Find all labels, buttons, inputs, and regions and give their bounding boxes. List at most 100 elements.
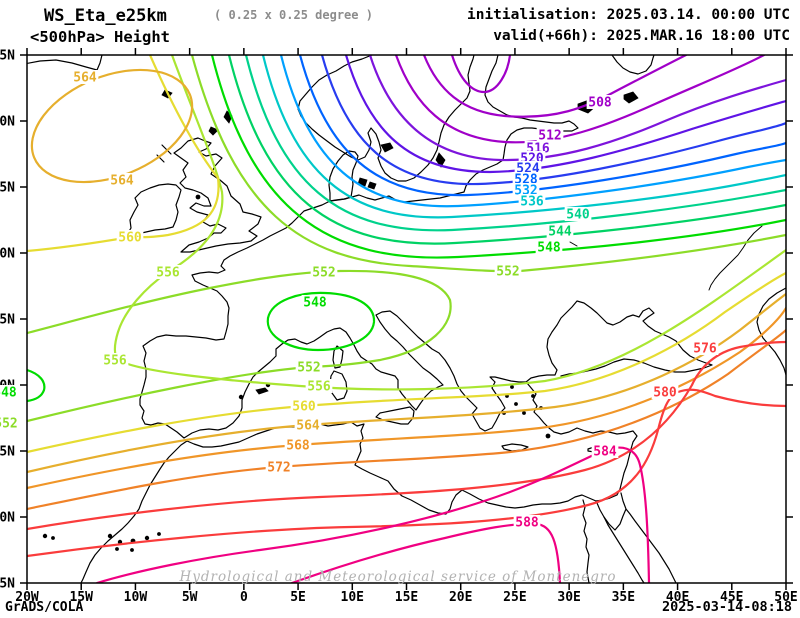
contour-588: [290, 522, 562, 583]
contour-568: [27, 306, 786, 490]
lat-tick-label: 45N: [0, 313, 15, 328]
contour-value-label: 572: [267, 461, 290, 476]
lon-tick-label: 40E: [666, 590, 689, 605]
contour-value-label: 564: [296, 419, 320, 434]
coast-scandinavia-west: [297, 55, 475, 182]
river-nile: [582, 499, 590, 583]
contour-value-label: 512: [538, 129, 561, 144]
contour-536: [261, 55, 786, 219]
red-sea-east: [603, 492, 677, 583]
island-hebrides: [156, 144, 172, 163]
island-sicily: [375, 406, 415, 425]
contour-value-label: 568: [286, 439, 310, 454]
contour-value-label: 552: [312, 266, 335, 281]
lon-tick-label: 15E: [395, 590, 418, 605]
coast-continent: [139, 200, 713, 439]
contour-value-label: 564: [110, 174, 134, 189]
contour-504: [450, 55, 512, 94]
contour-value-label: 552: [0, 417, 18, 432]
contour-value-label: 548: [537, 241, 561, 256]
contour-value-label: 580: [653, 386, 677, 401]
contour-544: [227, 55, 786, 245]
contour-548-west-blob: [27, 368, 46, 403]
contour-560-north: [27, 55, 220, 253]
contour-value-label: 576: [693, 342, 717, 357]
contour-524: [320, 55, 786, 186]
lon-tick-label: 20W: [15, 590, 39, 605]
lake-vanern: [380, 142, 394, 153]
contour-value-label: 544: [548, 225, 572, 240]
contour-value-label: 584: [593, 445, 617, 460]
island-sardinia: [329, 370, 348, 401]
lon-tick-label: 20E: [449, 590, 472, 605]
contour-516: [368, 55, 786, 162]
lon-tick-label: 5W: [182, 590, 198, 605]
danish-islands: [357, 177, 377, 190]
height-contours: [27, 55, 786, 583]
contour-520: [344, 55, 786, 174]
lon-tick-label: 10W: [124, 590, 148, 605]
lat-tick-label: 35N: [0, 445, 15, 460]
lat-tick-label: 25N: [0, 577, 15, 592]
contour-value-label: 548: [303, 296, 327, 311]
contour-labels: 5085125165205245285325365405445485525645…: [0, 70, 719, 531]
lon-tick-label: 30E: [557, 590, 580, 605]
coast-ireland: [127, 183, 182, 235]
contour-548-ne: [210, 55, 786, 259]
page-title: WS_Eta_e25km: [44, 6, 167, 26]
contour-value-label: 560: [292, 400, 316, 415]
lon-tick-label: 50E: [774, 590, 797, 605]
lake-onega: [623, 91, 639, 104]
contour-value-label: 560: [118, 231, 142, 246]
level-title: <500hPa> Height: [30, 28, 170, 46]
contour-value-label: 556: [156, 266, 180, 281]
lon-tick-label: 15W: [69, 590, 93, 605]
lon-tick-label: 5E: [290, 590, 306, 605]
isle-of-man: [195, 194, 201, 200]
coastlines: [27, 55, 786, 583]
contour-value-label: 536: [520, 195, 544, 210]
white-sea: [611, 55, 655, 75]
islands-canary-madeira: [42, 532, 161, 552]
valid-time: valid(+66h): 2025.MAR.16 18:00 UTC: [493, 28, 790, 44]
lat-tick-label: 50N: [0, 247, 15, 262]
init-time: initialisation: 2025.03.14. 00:00 UTC: [467, 7, 790, 23]
resolution-note: ( 0.25 x 0.25 degree ): [214, 8, 373, 22]
lat-tick-label: 65N: [0, 49, 15, 64]
lat-tick-label: 30N: [0, 511, 15, 526]
contour-580: [27, 388, 786, 558]
contour-552-genoa-wrap: [27, 269, 452, 423]
coast-iceland: [27, 55, 103, 71]
generated-timestamp: 2025-03-14-08:18: [662, 599, 792, 615]
grads-credit: GrADS/COLA: [5, 600, 83, 615]
contour-512: [394, 55, 766, 144]
contour-572: [27, 328, 786, 511]
contour-564-south: [27, 292, 786, 474]
contour-584: [95, 446, 651, 583]
contour-552-ne: [190, 55, 786, 273]
lon-tick-label: 0: [240, 590, 248, 605]
lon-tick-label: 35E: [612, 590, 635, 605]
contour-508: [422, 55, 688, 118]
lat-tick-label: 60N: [0, 115, 15, 130]
axis-ticks: [20, 48, 793, 590]
contour-value-label: 588: [515, 516, 539, 531]
contour-value-label: 556: [103, 354, 127, 369]
island-corsica: [332, 345, 344, 369]
contour-576: [27, 340, 786, 531]
contour-value-label: 540: [566, 208, 590, 223]
contour-value-label: 548: [0, 386, 17, 401]
lon-tick-label: 45E: [720, 590, 743, 605]
lat-tick-label: 55N: [0, 181, 15, 196]
contour-548-genoa: [266, 291, 376, 352]
contour-540: [244, 55, 786, 232]
islands-balearic: [255, 387, 269, 395]
island-crete: [501, 443, 529, 452]
axis-labels: 20W 15W 10W 5W 0 5E 10E 15E 20E 25E 30E 35E 40E 45E 50…: [0, 49, 798, 606]
red-sea-west: [596, 502, 645, 583]
lon-tick-label: 10E: [341, 590, 364, 605]
island-gotland: [435, 152, 446, 168]
watermark: Hydrological and Meteorological service …: [178, 569, 616, 585]
river-volga: [708, 225, 763, 291]
